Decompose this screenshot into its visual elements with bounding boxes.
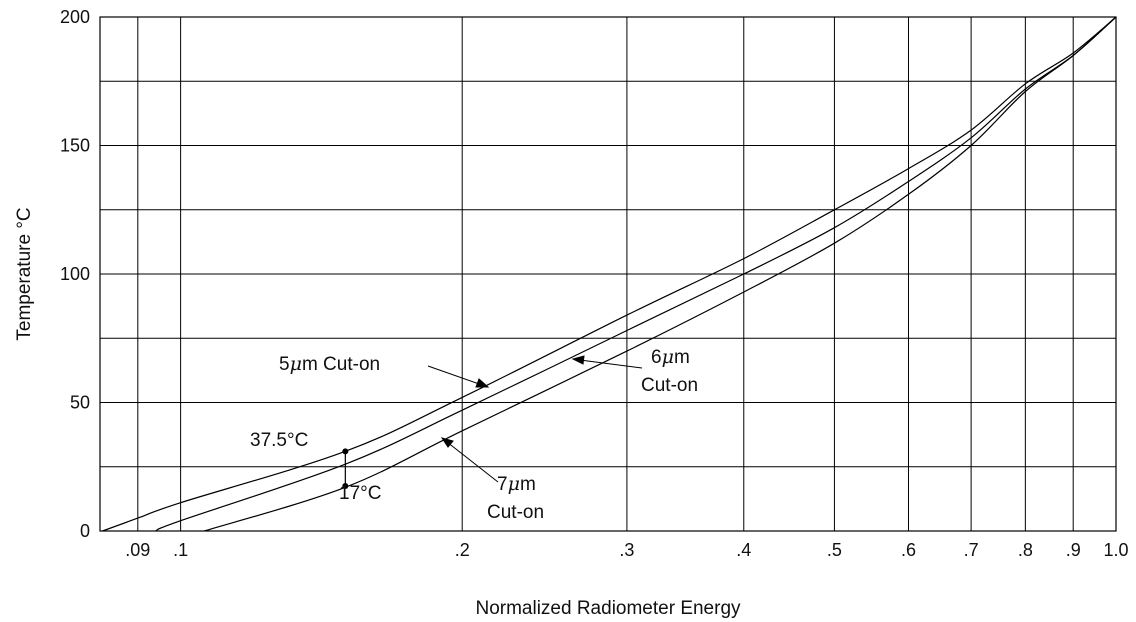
x-tick-label: .3 bbox=[619, 540, 634, 560]
y-axis-label: Temperature °C bbox=[14, 207, 35, 340]
x-tick-label: .5 bbox=[827, 540, 842, 560]
series-label-5um-text: m Cut-on bbox=[302, 354, 380, 375]
temperature-difference-annotation bbox=[342, 448, 349, 490]
y-tick-label: 100 bbox=[60, 264, 90, 284]
y-tick-label: 0 bbox=[80, 521, 90, 541]
x-axis-label: Normalized Radiometer Energy bbox=[475, 598, 741, 619]
series-label-7um-num: 7 bbox=[497, 474, 508, 495]
arrow-5um-head bbox=[475, 378, 490, 388]
arrow-6um-line bbox=[579, 359, 643, 369]
x-tick-label: .2 bbox=[455, 540, 470, 560]
series-label-5um-mu: μ bbox=[290, 353, 302, 375]
annotation-17c: 17°C bbox=[339, 483, 381, 504]
annotation-dot-lower bbox=[342, 483, 349, 490]
series-label-7um-line2: Cut-on bbox=[487, 502, 544, 523]
x-tick-label: 1.0 bbox=[1103, 540, 1128, 560]
x-tick-label: .9 bbox=[1066, 540, 1081, 560]
y-tick-label: 50 bbox=[70, 393, 90, 413]
series-label-7um-line1: 7μm bbox=[497, 473, 536, 495]
series-line-6um bbox=[155, 16, 1117, 532]
series-line-7um bbox=[204, 16, 1117, 532]
series-label-6um-num: 6 bbox=[651, 347, 662, 368]
plot-frame bbox=[99, 16, 1117, 532]
series-label-6um-m: m bbox=[674, 347, 690, 368]
series-label-7um-m: m bbox=[520, 474, 536, 495]
x-tick-label: .1 bbox=[173, 540, 188, 560]
x-tick-label: .6 bbox=[901, 540, 916, 560]
x-tick-label: .09 bbox=[125, 540, 150, 560]
y-tick-label: 150 bbox=[60, 136, 90, 156]
arrow-7um-line bbox=[446, 441, 499, 483]
x-tick-label: .4 bbox=[736, 540, 751, 560]
series-label-5um-num: 5 bbox=[279, 354, 290, 375]
series-label-6um-mu: μ bbox=[662, 346, 674, 368]
y-tick-label: 200 bbox=[60, 7, 90, 27]
grid bbox=[100, 16, 1117, 531]
annotation-dot-upper bbox=[342, 448, 349, 455]
tick-labels: .09 .1 .2 .3 .4 .5 .6 .7 .8 .9 1.0 0 50 100 150 200 bbox=[60, 7, 1129, 560]
series-lines bbox=[102, 16, 1117, 532]
x-tick-label: .8 bbox=[1018, 540, 1033, 560]
arrow-7um-head bbox=[440, 437, 454, 448]
arrow-5um-line bbox=[427, 365, 483, 386]
annotation-37-5c: 37.5°C bbox=[250, 430, 308, 451]
series-line-5um bbox=[102, 16, 1117, 532]
x-tick-label: .7 bbox=[964, 540, 979, 560]
arrow-6um-head bbox=[571, 355, 585, 365]
series-label-7um-mu: μ bbox=[508, 473, 520, 495]
callout-arrows bbox=[427, 355, 643, 483]
series-label-5um: 5μm Cut-on bbox=[279, 353, 380, 375]
series-label-6um-line1: 6μm bbox=[651, 346, 690, 368]
series-label-6um-line2: Cut-on bbox=[641, 375, 698, 396]
